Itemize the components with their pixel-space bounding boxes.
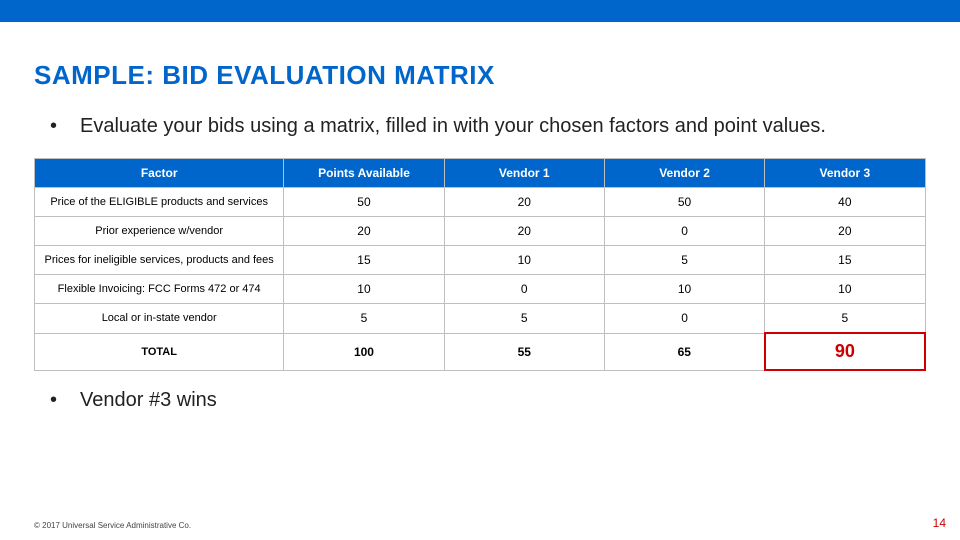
conclusion-bullet: Vendor #3 wins xyxy=(44,387,926,414)
table-row: Local or in-state vendor 5 5 0 5 xyxy=(35,304,926,334)
page-number: 14 xyxy=(933,516,946,530)
cell-v1: 20 xyxy=(444,217,604,246)
cell-v2: 10 xyxy=(604,275,764,304)
conclusion-bullet-list: Vendor #3 wins xyxy=(44,387,926,414)
cell-points: 10 xyxy=(284,275,444,304)
col-vendor3: Vendor 3 xyxy=(765,159,925,188)
cell-v1: 5 xyxy=(444,304,604,334)
cell-total-v3-winner: 90 xyxy=(765,333,925,370)
cell-points: 5 xyxy=(284,304,444,334)
cell-points: 50 xyxy=(284,188,444,217)
table-header-row: Factor Points Available Vendor 1 Vendor … xyxy=(35,159,926,188)
intro-bullet-list: Evaluate your bids using a matrix, fille… xyxy=(44,113,926,140)
table-row: Flexible Invoicing: FCC Forms 472 or 474… xyxy=(35,275,926,304)
cell-factor: Prior experience w/vendor xyxy=(35,217,284,246)
cell-points: 20 xyxy=(284,217,444,246)
cell-v1: 20 xyxy=(444,188,604,217)
col-vendor2: Vendor 2 xyxy=(604,159,764,188)
cell-v2: 0 xyxy=(604,304,764,334)
cell-v2: 0 xyxy=(604,217,764,246)
cell-v1: 0 xyxy=(444,275,604,304)
col-factor: Factor xyxy=(35,159,284,188)
table-row: Prices for ineligible services, products… xyxy=(35,246,926,275)
cell-total-label: TOTAL xyxy=(35,333,284,370)
cell-factor: Price of the ELIGIBLE products and servi… xyxy=(35,188,284,217)
intro-bullet: Evaluate your bids using a matrix, fille… xyxy=(44,113,926,140)
top-accent-bar xyxy=(0,0,960,22)
table-total-row: TOTAL 100 55 65 90 xyxy=(35,333,926,370)
table-row: Prior experience w/vendor 20 20 0 20 xyxy=(35,217,926,246)
col-points: Points Available xyxy=(284,159,444,188)
cell-points: 15 xyxy=(284,246,444,275)
copyright-footer: © 2017 Universal Service Administrative … xyxy=(34,521,191,530)
evaluation-matrix-table: Factor Points Available Vendor 1 Vendor … xyxy=(34,158,926,371)
cell-factor: Local or in-state vendor xyxy=(35,304,284,334)
cell-factor: Prices for ineligible services, products… xyxy=(35,246,284,275)
cell-total-points: 100 xyxy=(284,333,444,370)
cell-total-v2: 65 xyxy=(604,333,764,370)
cell-v1: 10 xyxy=(444,246,604,275)
slide-body: SAMPLE: BID EVALUATION MATRIX Evaluate y… xyxy=(0,22,960,540)
cell-factor: Flexible Invoicing: FCC Forms 472 or 474 xyxy=(35,275,284,304)
cell-v2: 5 xyxy=(604,246,764,275)
cell-v3: 15 xyxy=(765,246,925,275)
col-vendor1: Vendor 1 xyxy=(444,159,604,188)
cell-v3: 20 xyxy=(765,217,925,246)
table-row: Price of the ELIGIBLE products and servi… xyxy=(35,188,926,217)
page-title: SAMPLE: BID EVALUATION MATRIX xyxy=(34,60,926,91)
cell-total-v1: 55 xyxy=(444,333,604,370)
cell-v3: 40 xyxy=(765,188,925,217)
cell-v2: 50 xyxy=(604,188,764,217)
cell-v3: 10 xyxy=(765,275,925,304)
cell-v3: 5 xyxy=(765,304,925,334)
table-body: Price of the ELIGIBLE products and servi… xyxy=(35,188,926,371)
